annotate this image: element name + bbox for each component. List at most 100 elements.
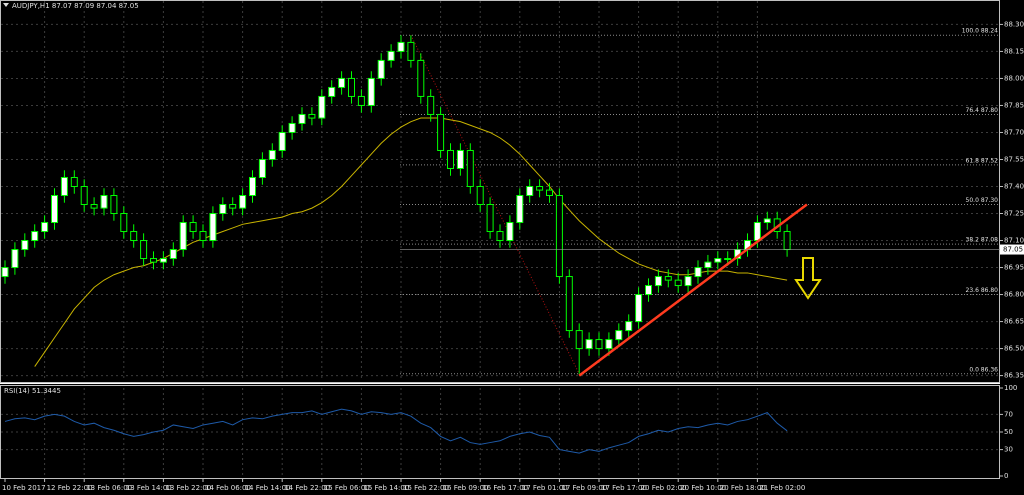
candle-body	[427, 95, 435, 115]
candle-body	[150, 258, 157, 263]
candle-body	[120, 213, 128, 233]
y-tick-label: 87.55	[1004, 155, 1024, 163]
candle-body	[654, 276, 662, 287]
price-tag	[1000, 244, 1024, 255]
candle-body	[60, 176, 68, 197]
x-tick-label: 16 Feb 09:00	[443, 484, 489, 492]
candle-body	[179, 222, 187, 251]
x-tick-label: 15 Feb 14:00	[363, 484, 409, 492]
x-tick-label: 13 Feb 06:00	[86, 484, 132, 492]
y-tick-label: 86.95	[1004, 264, 1024, 272]
x-tick-label: 20 Feb 18:00	[720, 484, 766, 492]
candle-body	[506, 222, 514, 242]
candle-body	[664, 276, 672, 281]
x-tick-label: 14 Feb 14:00	[245, 484, 291, 492]
y-tick-label: 88.30	[1004, 20, 1024, 28]
candle-body	[605, 339, 613, 350]
candle-body	[526, 185, 534, 197]
candle-body	[417, 59, 425, 97]
candle-body	[536, 185, 544, 191]
candle-body	[674, 279, 682, 287]
candle-body	[486, 204, 494, 233]
fib-label: 38.2 87.08	[966, 237, 999, 244]
x-tick-label: 13 Feb 22:00	[165, 484, 211, 492]
candle-body	[397, 41, 405, 52]
rsi-y-tick-label: 30	[1004, 446, 1013, 454]
rsi-label: RSI(14) 51.3445	[4, 387, 61, 395]
trendline	[578, 203, 808, 377]
fib-label: 76.4 87.80	[966, 107, 999, 114]
candle-body	[585, 339, 593, 350]
candle-body	[407, 41, 415, 61]
x-tick-label: 17 Feb 17:00	[601, 484, 647, 492]
candle-body	[645, 285, 652, 296]
fib-label: 23.6 86.80	[966, 287, 999, 294]
x-tick-label: 14 Feb 06:00	[205, 484, 251, 492]
candle-body	[724, 258, 732, 261]
fib-label: 61.8 87.52	[966, 157, 999, 164]
x-tick-label: 20 Feb 02:00	[641, 484, 687, 492]
y-tick-label: 87.25	[1004, 210, 1024, 218]
candle-body	[189, 222, 197, 233]
candle-body	[278, 131, 286, 151]
candle-body	[298, 113, 306, 124]
y-tick-label: 87.40	[1004, 182, 1024, 190]
x-tick-label: 10 Feb 2017	[2, 484, 46, 492]
price-tag-label: 87.05	[1003, 246, 1023, 254]
rsi-line	[4, 408, 788, 454]
candle-body	[437, 113, 445, 151]
y-tick-label: 86.50	[1004, 345, 1024, 353]
candle-body	[387, 50, 395, 61]
y-tick-label: 87.10	[1004, 237, 1024, 245]
candle-body	[90, 204, 98, 209]
candle-body	[41, 222, 49, 233]
candle-body	[140, 240, 148, 260]
candle-body	[625, 321, 633, 332]
candle-body	[595, 339, 603, 350]
candle-body	[11, 249, 19, 269]
candle-body	[258, 158, 266, 178]
y-tick-label: 86.80	[1004, 291, 1024, 299]
candle-body	[694, 267, 702, 278]
rsi-y-tick-label: 50	[1004, 428, 1013, 436]
candle-body	[159, 258, 167, 263]
candle-body	[783, 231, 791, 251]
candle-body	[684, 276, 692, 287]
candle-body	[516, 195, 524, 224]
candle-body	[21, 240, 29, 251]
x-tick-label: 15 Feb 22:00	[403, 484, 449, 492]
candle-body	[704, 261, 712, 269]
candle-body	[456, 149, 464, 169]
candle-body	[70, 176, 78, 187]
rsi-y-tick-label: 100	[1004, 384, 1017, 392]
candle-body	[110, 195, 118, 215]
rsi-y-tick-label: 70	[1004, 410, 1013, 418]
chart-title: AUDJPY,H1 87.07 87.09 87.04 87.05	[12, 2, 139, 10]
candle-body	[199, 231, 207, 242]
fib-label: 0.0 86.36	[969, 366, 998, 373]
candle-body	[288, 122, 296, 133]
x-tick-label: 17 Feb 09:00	[561, 484, 607, 492]
x-tick-label: 20 Feb 10:00	[680, 484, 726, 492]
x-tick-label: 14 Feb 22:00	[284, 484, 330, 492]
y-tick-label: 88.00	[1004, 74, 1024, 82]
rsi-y-tick-label: 0	[1004, 472, 1008, 480]
y-tick-label: 87.70	[1004, 128, 1024, 136]
candle-body	[496, 231, 504, 242]
candle-body	[308, 113, 316, 119]
candle-body	[130, 231, 138, 242]
main-panel-frame	[0, 0, 1000, 383]
x-tick-label: 16 Feb 17:00	[482, 484, 528, 492]
candle-body	[546, 189, 553, 197]
x-tick-label: 21 Feb 02:00	[759, 484, 805, 492]
candle-body	[377, 59, 385, 79]
candle-body	[555, 195, 563, 278]
rsi-panel-frame	[0, 385, 1000, 479]
candle-body	[268, 149, 276, 160]
x-tick-label: 13 Feb 14:00	[126, 484, 172, 492]
candle-body	[476, 185, 484, 206]
candle-body	[31, 231, 39, 242]
